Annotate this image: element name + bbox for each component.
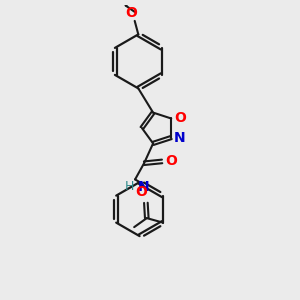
- Text: N: N: [174, 130, 185, 145]
- Text: O: O: [135, 185, 147, 199]
- Text: H: H: [125, 180, 134, 193]
- Text: O: O: [166, 154, 178, 168]
- Text: O: O: [174, 111, 186, 125]
- Text: O: O: [125, 6, 137, 20]
- Text: N: N: [138, 180, 149, 194]
